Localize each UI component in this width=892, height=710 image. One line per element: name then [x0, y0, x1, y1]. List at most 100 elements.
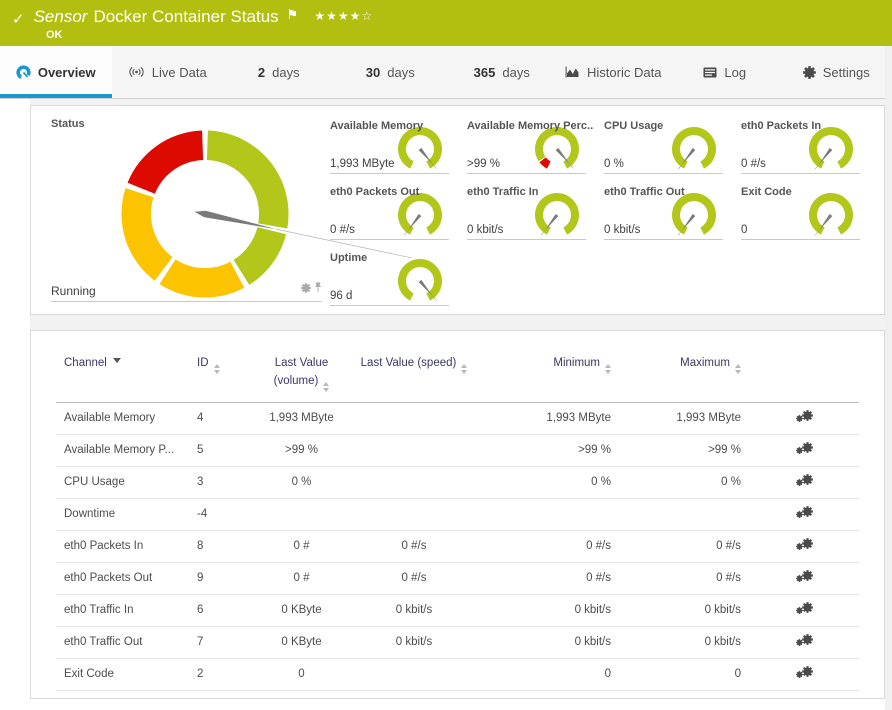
- tab-label: days: [387, 64, 415, 80]
- col-maximum[interactable]: Maximum: [619, 347, 749, 403]
- tab-log[interactable]: Log: [669, 46, 781, 98]
- cell: Running: [619, 690, 749, 698]
- status-gauge-cell: Status Running: [37, 110, 412, 308]
- cell: 1,993 MByte: [484, 402, 619, 435]
- table-row-exit-code: Exit Code 2 0 0 0: [56, 658, 859, 691]
- star-icon[interactable]: ☆: [361, 9, 374, 23]
- cell: [259, 498, 344, 531]
- star-icon[interactable]: ★: [314, 9, 327, 23]
- cell: 0: [259, 658, 344, 691]
- channel-name[interactable]: eth0 Traffic In: [56, 594, 189, 627]
- gauges-panel: Status Running Available Memory 1,993 MB…: [30, 105, 885, 315]
- mini-gauge: [672, 192, 716, 236]
- tab-label: days: [502, 64, 530, 80]
- tab-365-days[interactable]: 365 days: [446, 46, 558, 98]
- channel-name[interactable]: Available Memory: [56, 402, 189, 435]
- channel-name[interactable]: Available Memory P...: [56, 434, 189, 467]
- cell: 0 %: [259, 466, 344, 499]
- gauge-cell-uptime: Uptime 96 d: [322, 244, 459, 310]
- edit-channel-icon[interactable]: [795, 601, 813, 616]
- col-id[interactable]: ID: [189, 347, 259, 403]
- edit-channel-icon[interactable]: [795, 505, 813, 520]
- gauge-cell-cpu-usage: CPU Usage 0 %: [596, 112, 733, 178]
- sort-icon: [461, 364, 468, 374]
- star-icon[interactable]: ★: [326, 9, 338, 23]
- star-icon[interactable]: ★: [349, 9, 362, 23]
- edit-channel-icon[interactable]: [795, 665, 813, 680]
- gauge-value: 0 kbit/s: [467, 224, 504, 236]
- cell: 7: [189, 626, 259, 659]
- cell: 0: [619, 658, 749, 691]
- edit-channel-icon[interactable]: [795, 569, 813, 584]
- col-last-value-speed[interactable]: Last Value (speed): [344, 347, 484, 403]
- tab-label: Log: [724, 64, 747, 80]
- chart-icon: [565, 66, 580, 78]
- cell: [344, 658, 484, 691]
- channel-name[interactable]: Downtime: [56, 498, 189, 531]
- cell: [344, 466, 484, 499]
- cell-actions: [749, 434, 859, 467]
- gauge-label: Available Memory: [330, 120, 424, 132]
- tab-label: Historic Data: [587, 64, 662, 80]
- gear-icon[interactable]: [301, 280, 311, 298]
- gauge-cell-eth0-traffic-in: eth0 Traffic In 0 kbit/s: [459, 178, 596, 244]
- tab-label: Settings: [822, 64, 870, 80]
- tab-settings[interactable]: Settings: [781, 46, 892, 98]
- tab-live-data[interactable]: Live Data: [112, 46, 224, 98]
- channel-name[interactable]: eth0 Packets Out: [56, 562, 189, 595]
- tab-number: 365: [473, 64, 496, 80]
- tab-overview[interactable]: Overview: [0, 46, 112, 98]
- edit-channel-icon[interactable]: [795, 537, 813, 552]
- cell: >99 %: [619, 434, 749, 467]
- col-channel[interactable]: Channel: [56, 347, 189, 403]
- edit-channel-icon[interactable]: [795, 441, 813, 456]
- page-right-margin: [885, 46, 892, 710]
- cell: 0 #: [259, 530, 344, 563]
- channel-name[interactable]: Status: [56, 690, 189, 698]
- cell: 5: [189, 434, 259, 467]
- col-actions: [749, 347, 859, 403]
- cell: 1,993 MByte: [259, 402, 344, 435]
- gauge-cell-eth0-packets-out: eth0 Packets Out 0 #/s: [322, 178, 459, 244]
- channel-name[interactable]: Exit Code: [56, 658, 189, 691]
- cell: 0 kbit/s: [619, 626, 749, 659]
- flag-icon[interactable]: ⚑: [286, 7, 299, 22]
- channel-name[interactable]: CPU Usage: [56, 466, 189, 499]
- channel-name[interactable]: eth0 Traffic Out: [56, 626, 189, 659]
- col-minimum[interactable]: Minimum: [484, 347, 619, 403]
- page-title: Docker Container Status: [93, 7, 279, 26]
- cell-actions: [749, 402, 859, 435]
- tab-2-days[interactable]: 2 days: [223, 46, 335, 98]
- tab-label: days: [272, 64, 300, 80]
- divider: [30, 315, 885, 330]
- cell: 0 #/s: [619, 562, 749, 595]
- column-label: Maximum: [680, 357, 730, 369]
- edit-channel-icon[interactable]: [796, 697, 813, 698]
- ok-check-icon: ✓: [12, 11, 25, 28]
- pin-icon[interactable]: [314, 280, 322, 298]
- cell: -4: [189, 498, 259, 531]
- cell: 8: [189, 530, 259, 563]
- cell-actions: [749, 562, 859, 595]
- cell: 1,993 MByte: [619, 402, 749, 435]
- channel-name[interactable]: eth0 Packets In: [56, 530, 189, 563]
- mini-gauge: [398, 258, 442, 301]
- cell: 0 kbit/s: [484, 626, 619, 659]
- mini-gauge: [534, 126, 579, 169]
- cell: [619, 498, 749, 531]
- edit-channel-icon[interactable]: [795, 633, 813, 648]
- gauge-label: eth0 Traffic In: [467, 186, 539, 198]
- tab-historic-data[interactable]: Historic Data: [558, 46, 670, 98]
- star-icon[interactable]: ★: [337, 9, 350, 23]
- col-last-value-volume[interactable]: Last Value (volume): [259, 347, 344, 403]
- table-row-available-memory-p: Available Memory P... 5 >99 % >99 % >99 %: [56, 434, 859, 467]
- edit-channel-icon[interactable]: [795, 409, 813, 424]
- tab-30-days[interactable]: 30 days: [335, 46, 447, 98]
- small-gauges-grid: Available Memory 1,993 MByte Available M…: [322, 110, 870, 308]
- priority-stars[interactable]: ★★★★☆: [314, 9, 373, 23]
- edit-channel-icon[interactable]: [795, 473, 813, 488]
- gauge-cell-eth0-packets-in: eth0 Packets In 0 #/s: [733, 112, 870, 178]
- cell-actions: [749, 466, 859, 499]
- cell: 0 #/s: [344, 530, 484, 563]
- table-row-eth0-traffic-out: eth0 Traffic Out 7 0 KByte 0 kbit/s 0 kbit/s…: [56, 626, 859, 659]
